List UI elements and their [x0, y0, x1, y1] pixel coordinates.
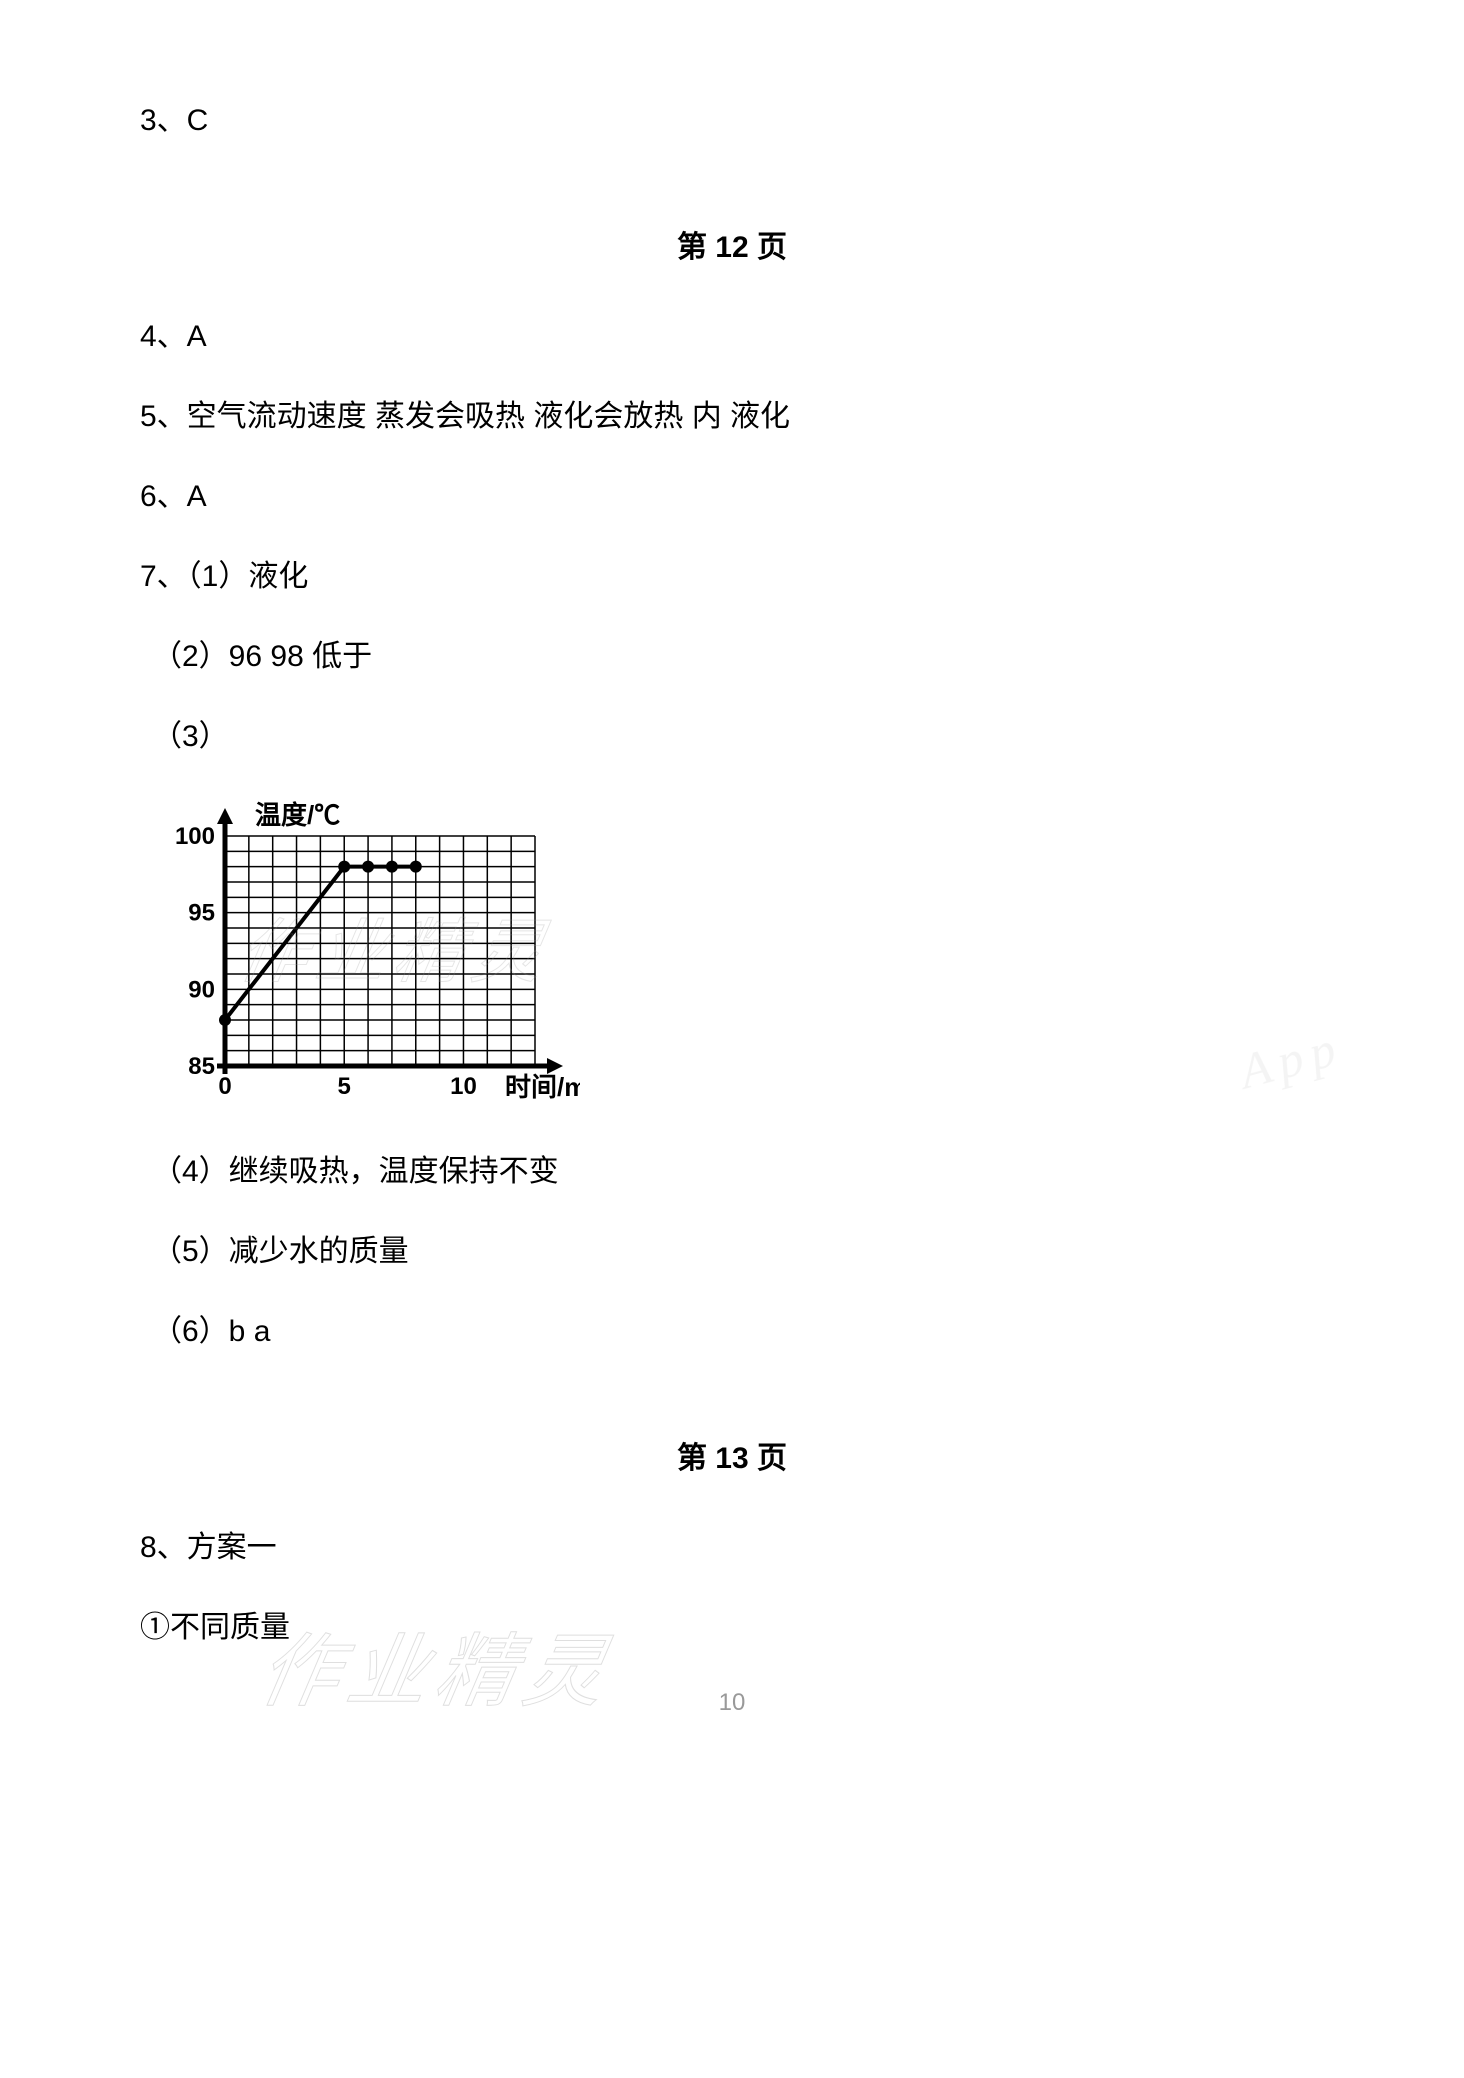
- answer-q8-1-text: ①不同质量: [140, 1611, 290, 1644]
- answer-q7-6: （6）b a: [152, 1311, 1324, 1353]
- answer-q6: 6、A: [140, 476, 1324, 518]
- answer-q7-1: 7、（1）液化: [140, 556, 1324, 598]
- page-number: 10: [140, 1689, 1324, 1717]
- answer-q7-5: （5）减少水的质量: [152, 1231, 1324, 1273]
- answer-q3: 3、C: [140, 100, 1324, 142]
- svg-text:100: 100: [175, 823, 215, 850]
- svg-text:85: 85: [188, 1053, 215, 1080]
- answer-q7-2: （2）96 98 低于: [152, 636, 1324, 678]
- svg-text:5: 5: [338, 1073, 351, 1100]
- svg-text:95: 95: [188, 900, 215, 927]
- svg-text:0: 0: [218, 1073, 231, 1100]
- svg-text:10: 10: [450, 1073, 477, 1100]
- svg-text:时间/min: 时间/min: [505, 1072, 580, 1102]
- page-12-header: 第 12 页: [140, 222, 1324, 266]
- answer-q5: 5、空气流动速度 蒸发会吸热 液化会放热 内 液化: [140, 396, 1324, 438]
- svg-text:温度/℃: 温度/℃: [255, 800, 340, 830]
- page-13-header: 第 13 页: [140, 1433, 1324, 1477]
- svg-text:90: 90: [188, 976, 215, 1003]
- answer-q8-1: ①不同质量 作业精灵: [140, 1607, 1324, 1649]
- answer-q8: 8、方案一: [140, 1527, 1324, 1569]
- answer-q7-4: （4）继续吸热，温度保持不变: [152, 1151, 1324, 1193]
- temperature-chart: 温度/℃ 85 90 95 100 0 5 10 时间/min: [160, 796, 580, 1116]
- answer-q7-3: （3）: [152, 716, 1324, 758]
- temperature-chart-container: 温度/℃8590951000510时间/min 作业精灵: [160, 796, 1324, 1121]
- answer-q4: 4、A: [140, 316, 1324, 358]
